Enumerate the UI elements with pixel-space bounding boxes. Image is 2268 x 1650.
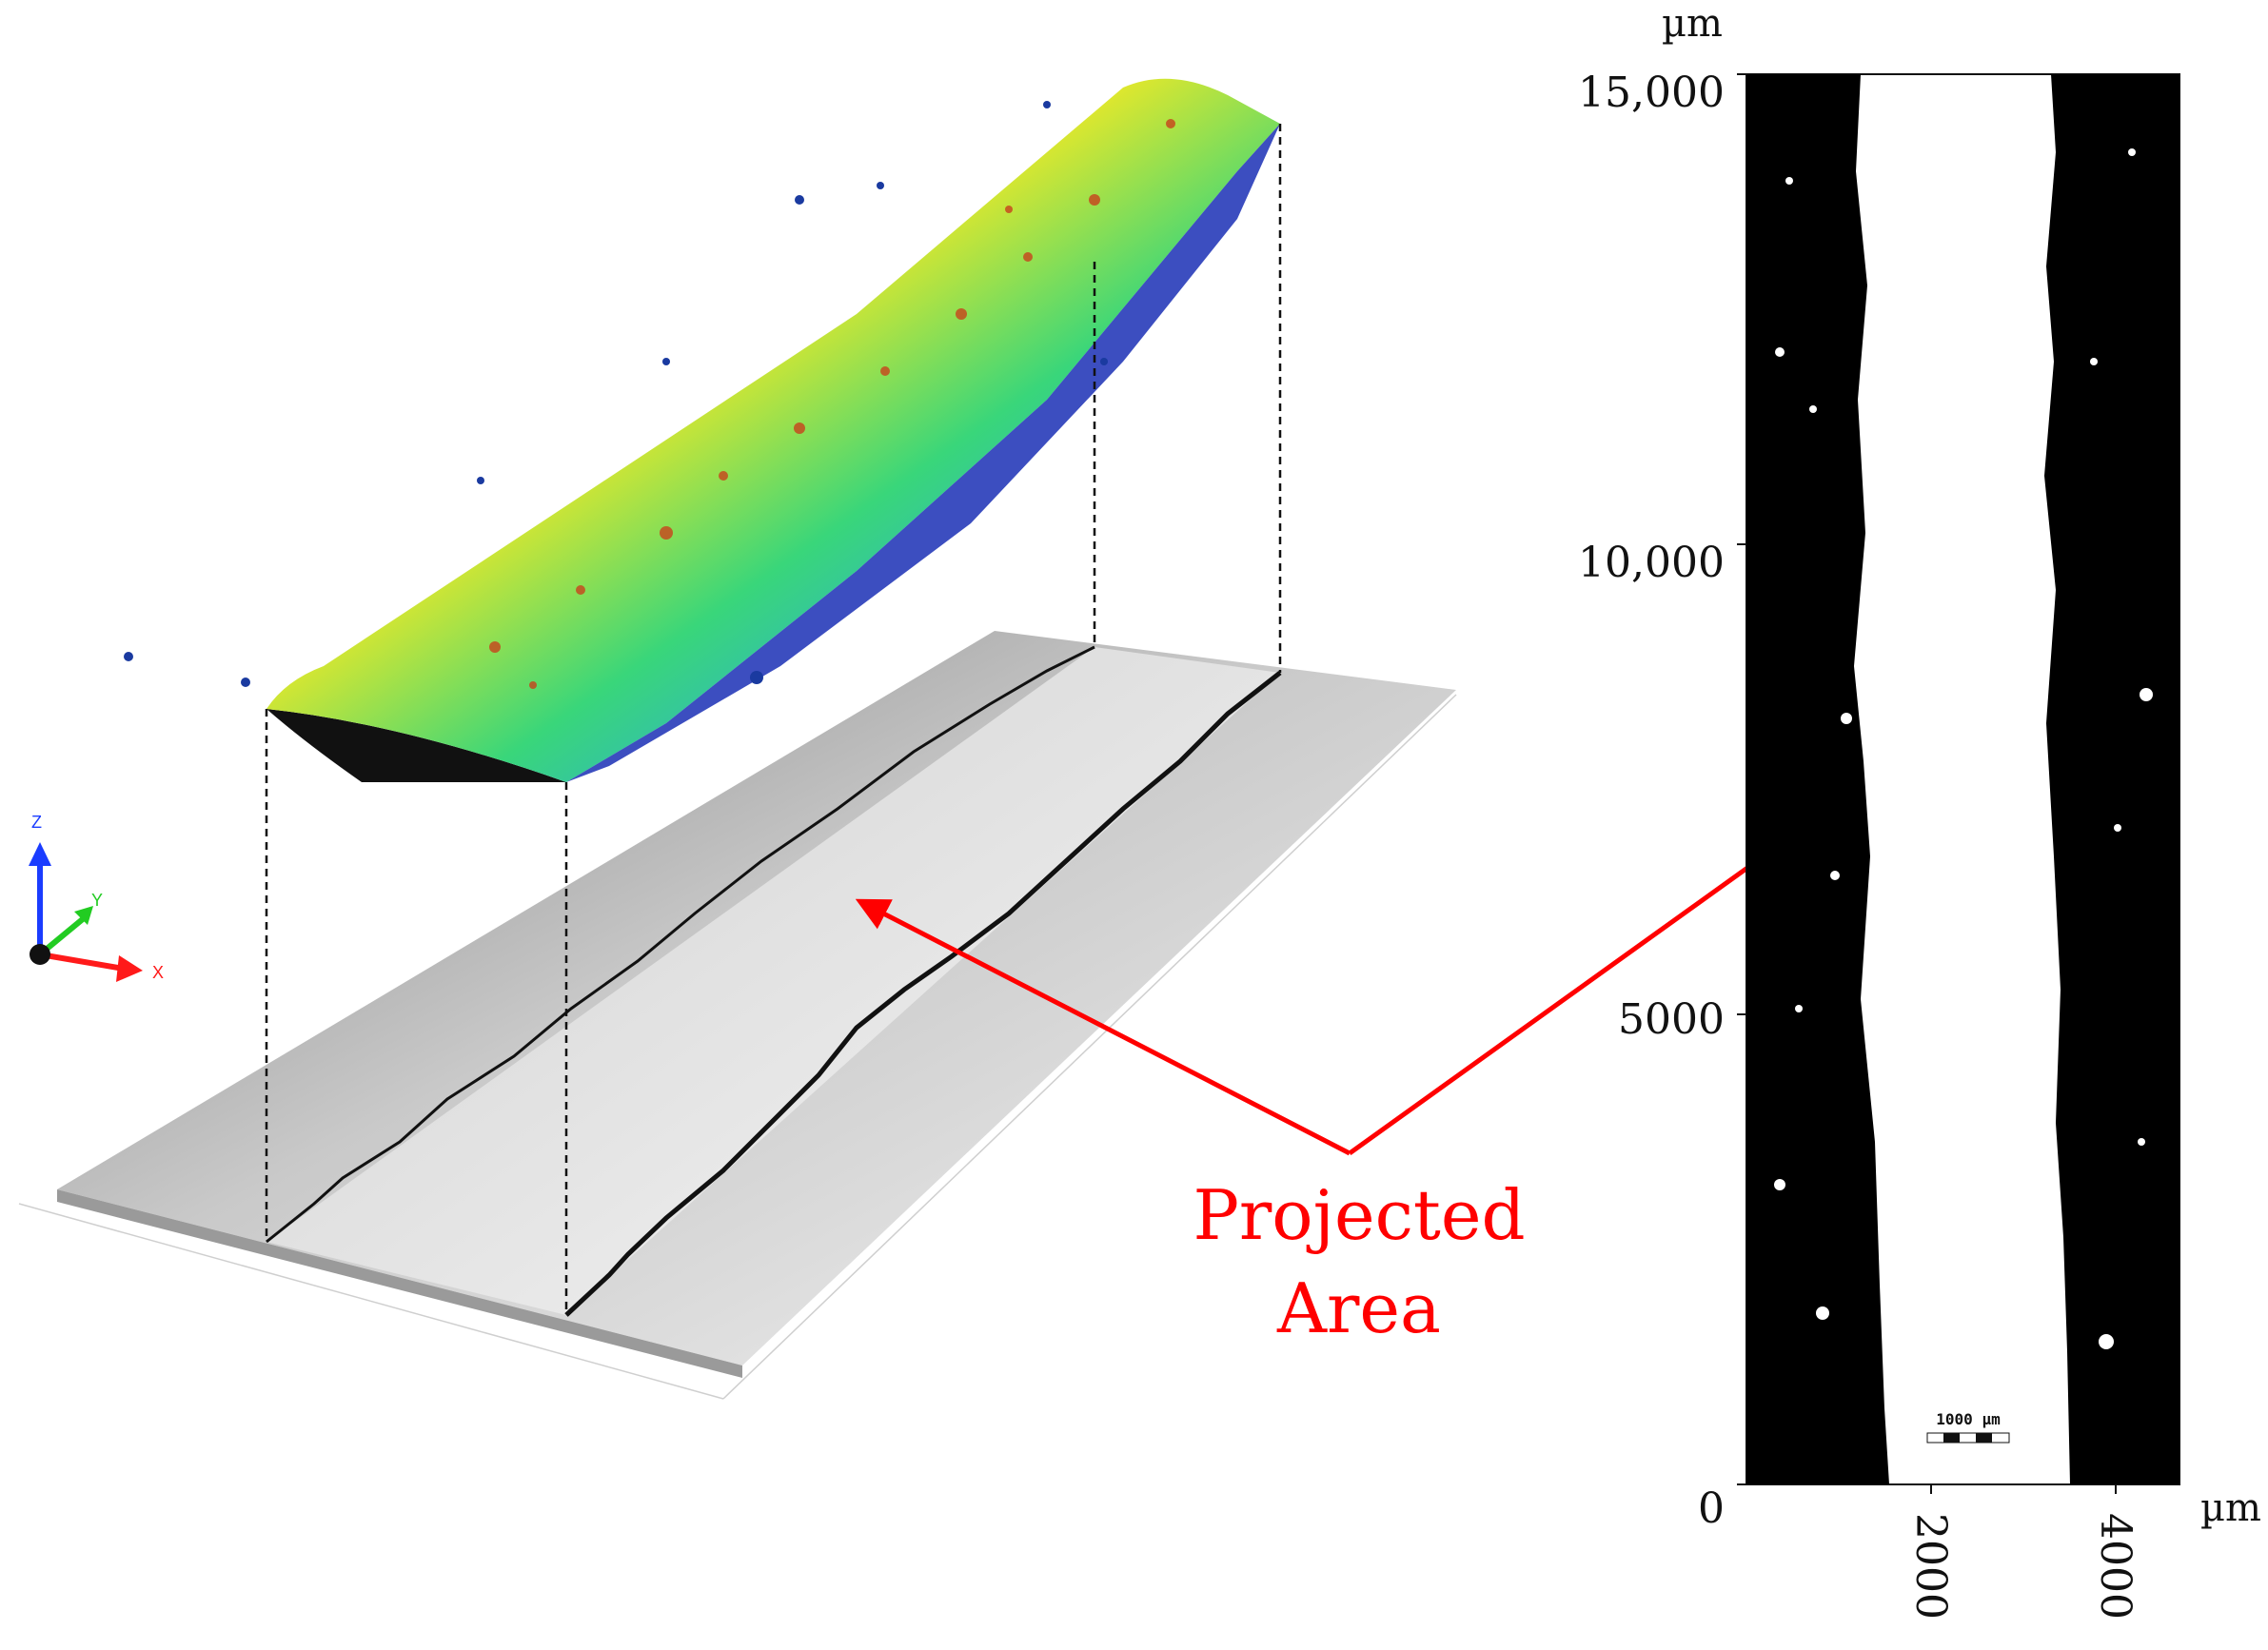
y-unit-label: µm — [1662, 2, 1723, 46]
x-unit-label: µm — [2200, 1486, 2261, 1530]
map-specks — [1774, 148, 2153, 1349]
stripe-left-edge — [266, 645, 1095, 1244]
map-x-ticks — [1930, 1484, 2117, 1494]
y-tick-10000: 10,000 — [1578, 539, 1725, 587]
arrow-to-surface — [855, 898, 1351, 1156]
map-y-ticks — [1737, 73, 1746, 1485]
axis-triad: Z Y X — [29, 813, 164, 982]
z-axis-head — [29, 842, 51, 866]
base-plane-edge — [57, 1189, 742, 1378]
map-left-mask — [1746, 74, 1889, 1484]
projection-lines — [265, 124, 1282, 1315]
stripe-right-edge — [564, 671, 1282, 1317]
x-axis-label: X — [152, 963, 164, 982]
base-ruler-ticks — [18, 694, 1457, 1400]
map-scalebar: 1000 µm — [1926, 1410, 2010, 1444]
x-axis-arrow — [39, 952, 125, 972]
surface-underside — [266, 709, 566, 782]
surface-debris — [124, 101, 1108, 687]
x-axis-head — [116, 955, 143, 982]
map-right-mask — [2044, 74, 2179, 1484]
x-tick-4000: 4000 — [2091, 1513, 2140, 1620]
projected-stripe — [266, 647, 1280, 1315]
y-axis-head — [74, 906, 93, 925]
annotation-line-2: Area — [1276, 1268, 1441, 1348]
y-axis-label: Y — [91, 891, 103, 910]
annotation-line-1: Projected — [1193, 1175, 1525, 1255]
y-tick-15000: 15,000 — [1578, 69, 1725, 117]
annotation: Projected Area — [855, 742, 1922, 1348]
x-tick-2000: 2000 — [1906, 1513, 1955, 1620]
triad-origin — [30, 944, 50, 965]
base-plane — [18, 631, 1457, 1400]
z-axis-label: Z — [31, 813, 42, 832]
surface-peaks — [489, 119, 1175, 689]
y-tick-5000: 5000 — [1618, 995, 1725, 1044]
y-tick-0: 0 — [1698, 1484, 1725, 1533]
surface-3d — [124, 78, 1282, 1315]
scalebar-label: 1000 µm — [1936, 1410, 2001, 1428]
binary-map: 1000 µm µm 15,000 10,000 5000 0 2000 400… — [1578, 2, 2261, 1620]
